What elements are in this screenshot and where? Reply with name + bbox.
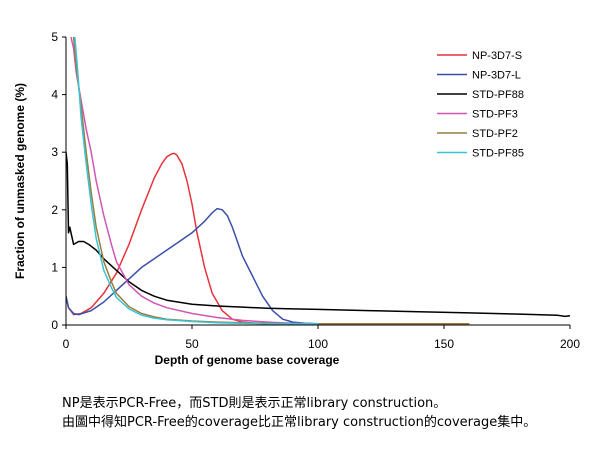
y-tick-label: 4 — [51, 88, 58, 102]
series-line-std-pf2 — [72, 36, 470, 325]
series-line-std-pf85 — [74, 36, 318, 325]
x-tick-label: 200 — [560, 337, 580, 351]
x-tick-label: 50 — [185, 337, 199, 351]
coverage-chart: 0 50 100 150 200 0 1 2 3 4 5 Depth of genome base … — [13, 30, 580, 367]
y-tick-label: 2 — [51, 203, 58, 217]
y-tick-label: 5 — [51, 30, 58, 44]
y-tick-label: 3 — [51, 145, 58, 159]
legend: NP-3D7-S NP-3D7-L STD-PF88 STD-PF3 STD-PF2 ST… — [437, 50, 524, 160]
plot-lines — [66, 36, 571, 325]
x-axis-title: Depth of genome base coverage — [155, 353, 340, 367]
y-tick-label: 0 — [51, 318, 58, 332]
x-tick-label: 150 — [434, 337, 454, 351]
legend-label: STD-PF3 — [472, 109, 518, 121]
series-line-std-pf88 — [66, 152, 571, 318]
axes — [62, 36, 571, 329]
legend-label: STD-PF2 — [472, 128, 518, 140]
caption-line-2: 由圖中得知PCR-Free的coverage比正常library constru… — [62, 415, 537, 430]
caption-line-1: NP是表示PCR-Free，而STD則是表示正常library construc… — [62, 396, 447, 411]
legend-label: NP-3D7-S — [472, 50, 522, 62]
x-tick-label: 0 — [63, 337, 70, 351]
y-axis-title: Fraction of unmasked genome (%) — [13, 83, 27, 279]
legend-label: STD-PF85 — [472, 148, 524, 160]
series-line-np-3d7-l — [66, 207, 470, 325]
x-tick-label: 100 — [308, 337, 328, 351]
tick-labels: 0 50 100 150 200 0 1 2 3 4 5 — [51, 30, 580, 351]
series-line-np-3d7-s — [66, 152, 470, 325]
legend-label: STD-PF88 — [472, 89, 524, 101]
series-line-std-pf3 — [70, 36, 319, 325]
y-tick-label: 1 — [51, 260, 58, 274]
legend-label: NP-3D7-L — [472, 70, 521, 82]
